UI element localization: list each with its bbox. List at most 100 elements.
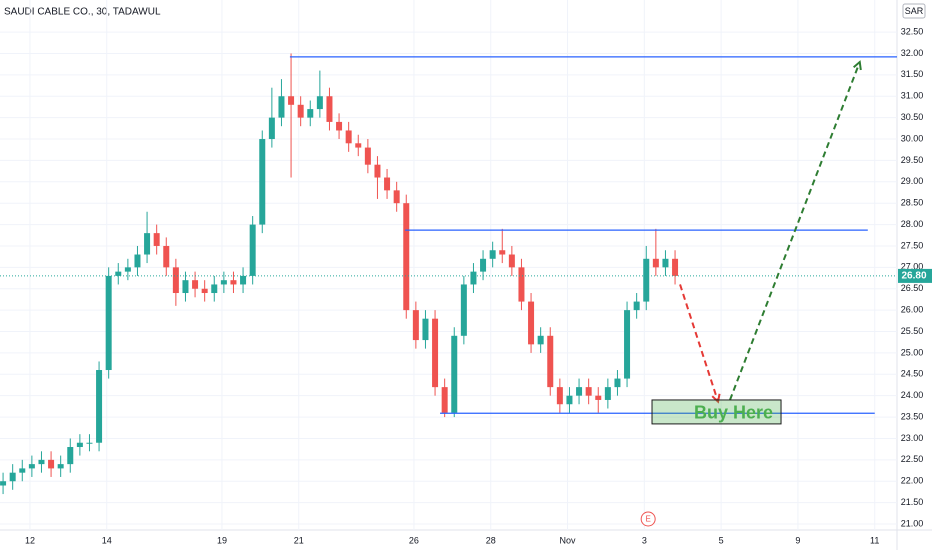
y-tick-label: 27.00 [901,262,924,272]
candle-body [355,143,362,148]
candle-body [518,267,525,302]
buy-label: Buy Here [694,403,773,423]
candle-body [259,139,266,225]
y-tick-label: 28.00 [901,219,924,229]
candle-body [451,335,458,413]
y-tick-label: 31.50 [901,69,924,79]
candle-body [624,310,631,379]
x-tick-label: 11 [870,535,879,545]
candle-body [76,442,83,448]
candle-body [489,250,496,259]
event-label: E [646,515,651,524]
candle-body [307,109,314,118]
last-price-tag [898,268,932,283]
candle-body [19,468,26,473]
candle-body [422,318,429,341]
candle-body [441,387,448,413]
projection-arrow [679,284,720,402]
x-tick-label: 28 [486,535,496,545]
candle-body [537,335,544,345]
candle-body [115,271,122,276]
candle-body [604,387,611,400]
y-tick-label: 22.50 [901,454,924,464]
x-tick-label: 9 [795,535,800,545]
projection-arrow [729,61,861,401]
candle-body [182,280,189,294]
y-tick-label: 32.50 [901,26,924,36]
candle-body [297,104,304,118]
candle-body [105,275,112,371]
candle-body [556,387,563,405]
candle-body [240,275,247,285]
candle-body [470,271,477,285]
candle-body [96,370,103,443]
candle-body [9,472,16,482]
x-tick-label: 19 [217,535,227,545]
candle-body [153,233,160,246]
y-tick-label: 30.00 [901,133,924,143]
candle-body [0,481,7,486]
y-tick-label: 26.50 [901,283,924,293]
y-tick-label: 29.50 [901,155,924,165]
y-tick-label: 29.00 [901,176,924,186]
y-tick-label: 25.50 [901,326,924,336]
candle-body [547,335,554,388]
candle-body [172,267,179,294]
candle-body [633,301,640,311]
y-tick-label: 21.00 [901,518,924,528]
x-tick-label: 26 [409,535,419,545]
currency-badge [902,3,926,19]
y-tick-label: 25.00 [901,347,924,357]
candle-body [595,395,602,400]
arrow-head [853,60,862,71]
candle-body [566,395,573,405]
last-price-label: 26.80 [901,271,926,282]
candle-body [460,284,467,336]
candle-body [201,288,208,294]
candle-body [412,310,419,341]
candle-body [38,459,45,465]
candle-body [163,245,170,268]
candle-body [144,233,151,255]
candle-body [585,387,592,396]
candle-body [134,254,141,268]
event-marker [640,511,656,527]
y-tick-label: 23.50 [901,411,924,421]
y-tick-label: 24.00 [901,390,924,400]
candle-body [192,280,199,289]
candle-body [528,301,535,345]
candle-body [345,130,352,144]
candle-body [268,117,275,140]
candle-body [499,250,506,255]
candle-body [432,318,439,388]
candle-body [67,447,74,465]
candle-body [326,96,333,122]
candle-body [508,254,515,268]
candle-body [124,267,131,272]
candle-body [643,258,650,302]
x-tick-label: 14 [102,535,112,545]
candle-body [364,147,371,165]
y-tick-label: 24.50 [901,369,924,379]
candle-body [480,258,487,272]
buy-box [651,399,782,425]
candle-body [220,280,227,285]
candle-body [57,464,64,469]
candle-body [403,203,410,311]
y-tick-label: 27.50 [901,240,924,250]
x-tick-label: 21 [294,535,304,545]
y-tick-label: 28.50 [901,198,924,208]
chart-title: SAUDI CABLE CO., 30, TADAWUL [4,7,161,18]
y-tick-label: 22.00 [901,476,924,486]
candle-body [28,464,35,469]
candle-body [48,459,55,469]
candle-body [672,258,679,276]
x-tick-label: 5 [719,535,724,545]
candle-body [614,378,621,388]
y-tick-label: 30.50 [901,112,924,122]
candle-body [86,442,93,444]
candle-body [278,96,285,118]
candle-body [393,190,400,204]
x-tick-label: Nov [560,535,577,545]
